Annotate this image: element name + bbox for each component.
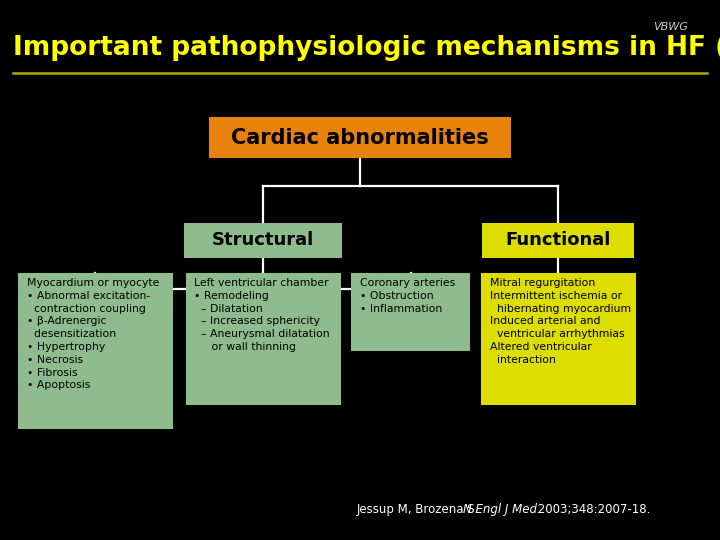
FancyBboxPatch shape (18, 273, 173, 429)
Text: 2003;348:2007-18.: 2003;348:2007-18. (534, 503, 650, 516)
Text: VBWG: VBWG (653, 22, 688, 32)
FancyBboxPatch shape (351, 273, 470, 351)
Text: Jessup M, Brozena S.: Jessup M, Brozena S. (356, 503, 482, 516)
FancyBboxPatch shape (186, 273, 341, 405)
Text: Mitral regurgitation
Intermittent ischemia or
  hibernating myocardium
Induced a: Mitral regurgitation Intermittent ischem… (490, 278, 631, 365)
FancyBboxPatch shape (184, 222, 342, 258)
FancyBboxPatch shape (482, 222, 634, 258)
Text: Functional: Functional (505, 231, 611, 249)
Text: N Engl J Med.: N Engl J Med. (463, 503, 541, 516)
Text: Coronary arteries
• Obstruction
• Inflammation: Coronary arteries • Obstruction • Inflam… (360, 278, 455, 314)
FancyBboxPatch shape (209, 117, 511, 158)
FancyBboxPatch shape (481, 273, 636, 405)
Text: Myocardium or myocyte
• Abnormal excitation-
  contraction coupling
• β-Adrenerg: Myocardium or myocyte • Abnormal excitat… (27, 278, 159, 390)
Text: Important pathophysiologic mechanisms in HF (1): Important pathophysiologic mechanisms in… (13, 35, 720, 61)
Text: Cardiac abnormalities: Cardiac abnormalities (231, 127, 489, 148)
Text: Left ventricular chamber
• Remodeling
  – Dilatation
  – Increased sphericity
  : Left ventricular chamber • Remodeling – … (194, 278, 330, 352)
Text: Structural: Structural (212, 231, 314, 249)
